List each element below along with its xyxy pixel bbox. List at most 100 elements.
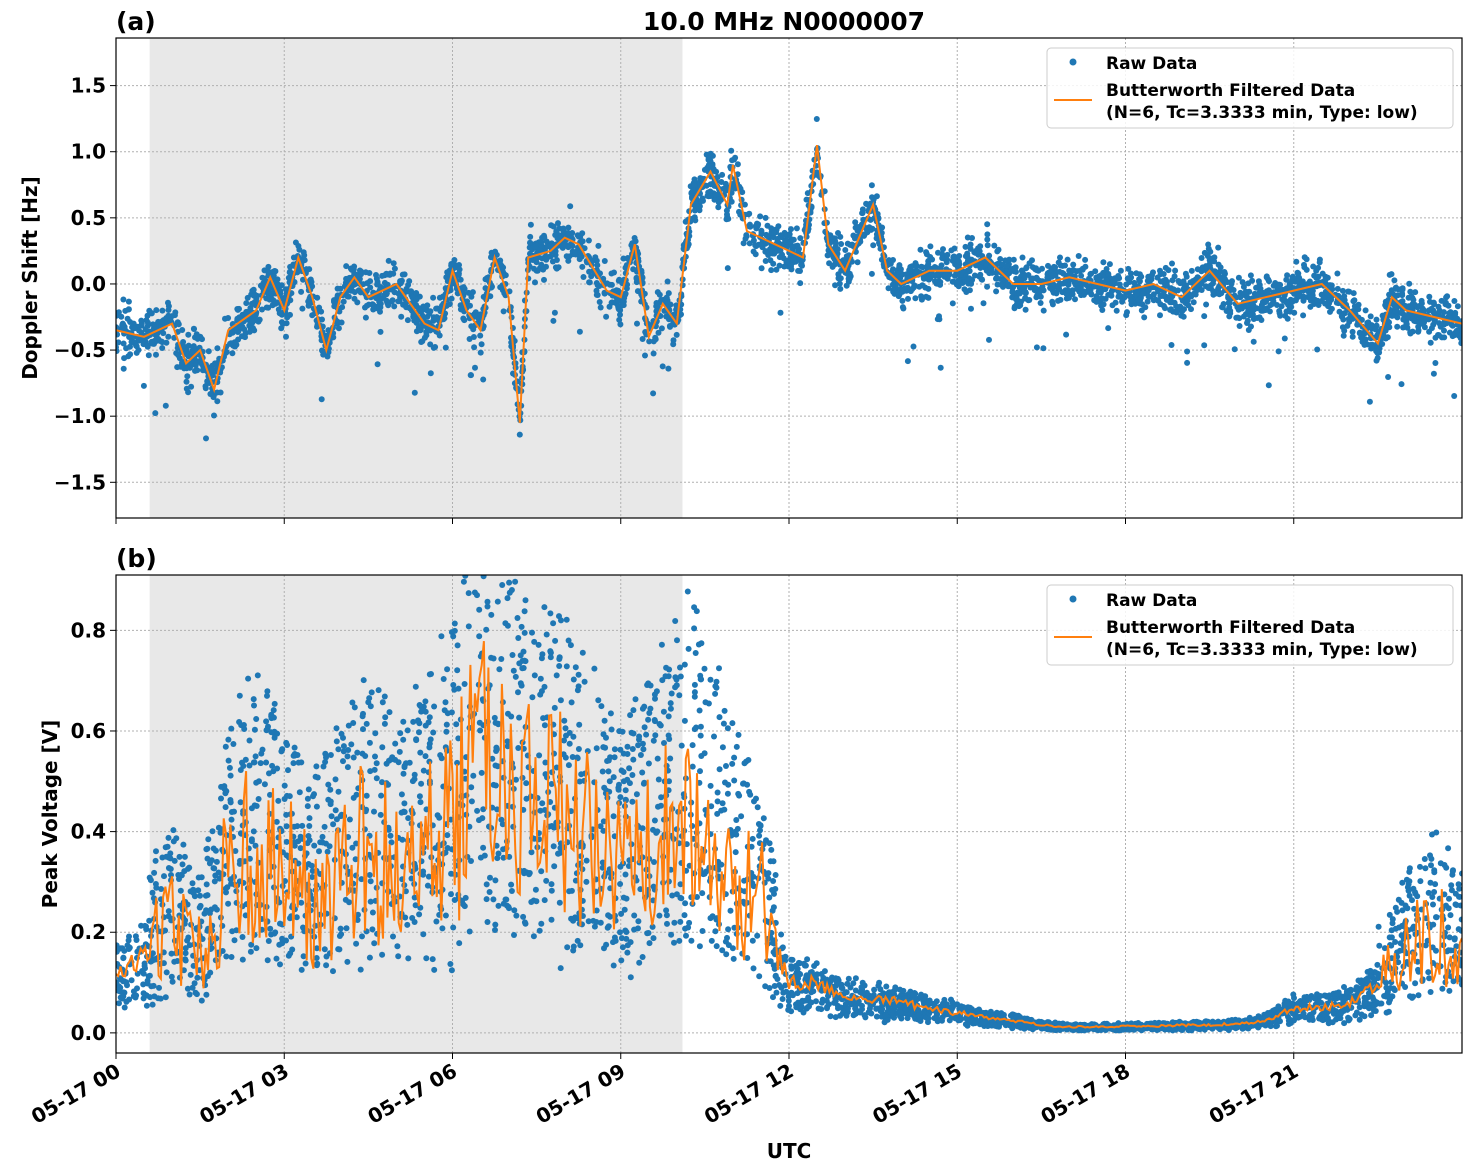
raw-point [1194, 274, 1201, 281]
raw-point [1124, 275, 1131, 282]
raw-point [1258, 317, 1265, 323]
raw-point [798, 261, 805, 268]
raw-point [389, 297, 396, 304]
raw-point [859, 210, 866, 217]
raw-point [909, 286, 916, 293]
raw-point [622, 290, 629, 297]
raw-point [618, 767, 625, 774]
raw-point [707, 676, 714, 683]
raw-point [716, 665, 722, 672]
raw-point [742, 235, 749, 242]
raw-point [387, 832, 394, 839]
raw-point [120, 365, 127, 372]
raw-point [673, 331, 680, 338]
raw-point [601, 258, 608, 264]
raw-point [177, 363, 184, 370]
raw-point [1049, 298, 1056, 305]
raw-point [187, 362, 194, 369]
raw-point [345, 293, 352, 300]
raw-point [212, 360, 218, 367]
raw-point [163, 969, 170, 976]
raw-point [707, 193, 714, 199]
raw-point [932, 278, 938, 285]
raw-point [396, 748, 403, 755]
raw-point [204, 380, 211, 386]
raw-point [427, 308, 434, 315]
raw-point [1425, 889, 1432, 896]
raw-point [250, 325, 256, 332]
raw-point [1142, 304, 1149, 311]
raw-point [494, 521, 500, 527]
raw-point [1435, 303, 1442, 310]
raw-point [1131, 279, 1138, 286]
raw-point [1105, 325, 1112, 332]
raw-point [737, 211, 744, 218]
raw-point [770, 234, 777, 241]
raw-point [455, 270, 462, 277]
raw-point [515, 635, 522, 641]
raw-point [603, 313, 610, 320]
raw-point [664, 278, 671, 285]
raw-point [1236, 315, 1243, 322]
raw-point [597, 304, 604, 311]
raw-point [320, 763, 327, 770]
raw-point [305, 302, 312, 309]
raw-point [470, 326, 477, 333]
raw-point [686, 919, 693, 926]
raw-point [370, 302, 377, 309]
raw-point [331, 303, 338, 310]
raw-point [834, 246, 841, 253]
raw-point [832, 282, 839, 289]
raw-point [754, 804, 761, 811]
raw-point [169, 978, 176, 985]
raw-point [1198, 268, 1205, 275]
raw-point [1203, 301, 1210, 308]
raw-point [442, 699, 449, 706]
raw-point [1103, 266, 1110, 272]
raw-point [1093, 298, 1100, 305]
raw-point [294, 269, 301, 276]
raw-point [456, 262, 462, 268]
raw-point [750, 237, 757, 244]
raw-point [1172, 267, 1179, 274]
raw-point [691, 689, 698, 696]
raw-point [259, 274, 266, 281]
raw-point [1316, 256, 1323, 263]
raw-point [560, 228, 567, 235]
raw-point [467, 302, 473, 309]
raw-point [1432, 360, 1439, 366]
raw-point [153, 307, 160, 314]
raw-point [615, 297, 621, 304]
raw-point [1154, 274, 1161, 281]
raw-point [610, 813, 617, 820]
raw-point [731, 754, 738, 761]
raw-point [846, 275, 853, 282]
raw-point [464, 298, 471, 305]
raw-point [430, 344, 437, 351]
raw-point [1410, 297, 1417, 303]
raw-point [610, 774, 617, 781]
raw-point [1265, 382, 1272, 389]
raw-point [912, 295, 919, 302]
raw-point [697, 723, 704, 730]
raw-point [1367, 313, 1374, 320]
raw-point [281, 782, 288, 789]
raw-point [284, 313, 291, 320]
raw-point [391, 265, 398, 272]
raw-point [1144, 298, 1151, 305]
raw-point [714, 810, 721, 817]
raw-point [351, 289, 358, 296]
raw-point [733, 817, 740, 823]
raw-point [179, 861, 186, 868]
raw-point [234, 329, 241, 335]
raw-point [1250, 338, 1257, 345]
raw-point [119, 322, 126, 329]
raw-point [676, 937, 683, 944]
raw-point [138, 322, 145, 329]
raw-point [1247, 272, 1254, 279]
raw-point [639, 954, 646, 960]
raw-point [634, 320, 640, 327]
raw-point [543, 256, 550, 263]
raw-point [758, 241, 765, 247]
